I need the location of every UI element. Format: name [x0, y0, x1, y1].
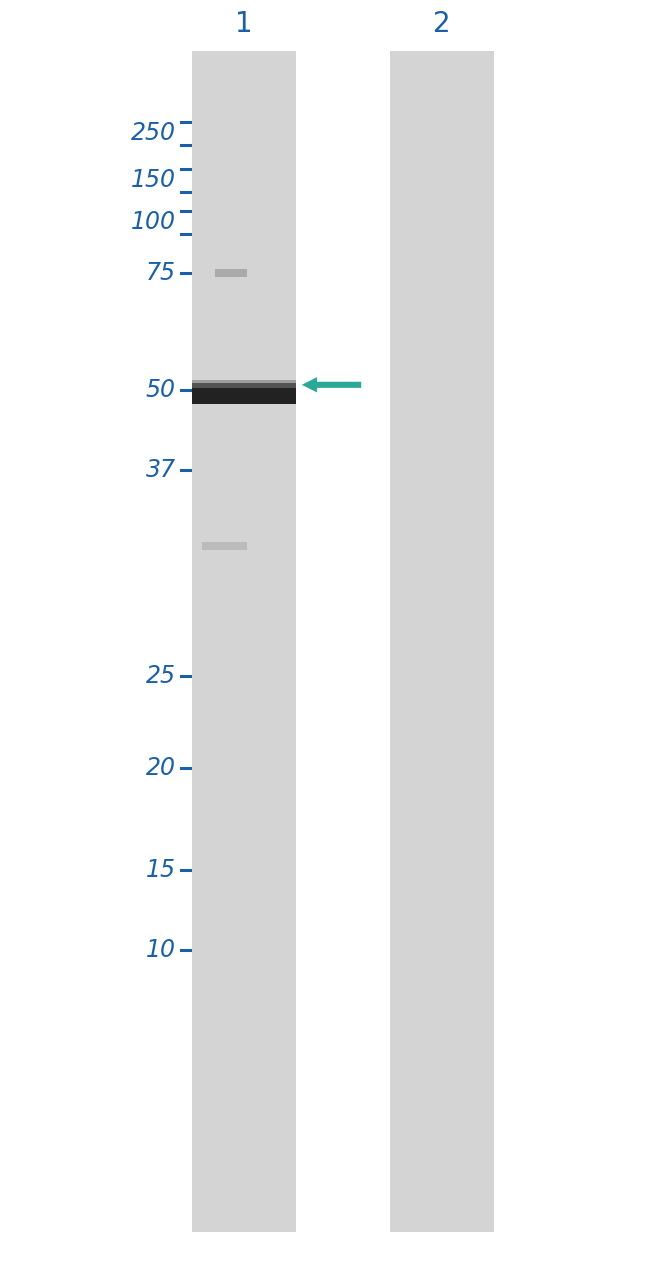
Bar [202, 542, 247, 550]
Text: 25: 25 [146, 664, 176, 687]
Text: 250: 250 [131, 122, 176, 145]
Text: 37: 37 [146, 458, 176, 481]
Text: 150: 150 [131, 169, 176, 192]
Text: 20: 20 [146, 757, 176, 780]
Text: 75: 75 [146, 262, 176, 284]
Text: 100: 100 [131, 211, 176, 234]
Bar [192, 380, 296, 392]
Bar [192, 389, 296, 404]
Text: 15: 15 [146, 859, 176, 881]
Bar [192, 384, 296, 398]
Text: 2: 2 [433, 10, 451, 38]
Bar [390, 51, 494, 1232]
Bar [192, 51, 296, 1232]
Text: 1: 1 [235, 10, 253, 38]
Text: 50: 50 [146, 378, 176, 401]
Text: 10: 10 [146, 939, 176, 961]
Bar [214, 269, 247, 277]
